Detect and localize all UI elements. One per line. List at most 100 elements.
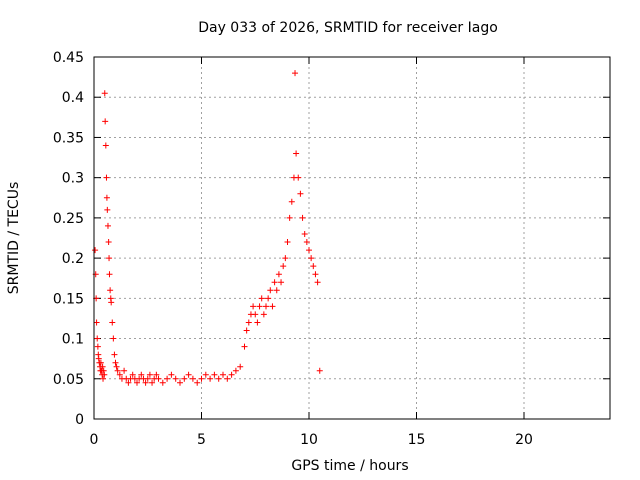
data-point xyxy=(260,311,267,318)
y-tick-label: 0.25 xyxy=(53,211,84,227)
data-point xyxy=(194,379,201,386)
data-point xyxy=(207,375,214,382)
data-point xyxy=(111,351,118,358)
data-point xyxy=(100,375,107,382)
data-point xyxy=(102,118,109,125)
y-tick-label: 0.35 xyxy=(53,130,84,146)
data-point xyxy=(110,335,117,342)
data-point xyxy=(164,375,171,382)
y-tick-label: 0.2 xyxy=(62,251,84,267)
data-point xyxy=(282,255,289,262)
data-point xyxy=(142,379,149,386)
data-point xyxy=(303,239,310,246)
data-point xyxy=(245,319,252,326)
data-point xyxy=(228,371,235,378)
y-tick-label: 0.15 xyxy=(53,291,84,307)
data-point xyxy=(103,194,110,201)
data-point xyxy=(306,247,312,254)
data-point xyxy=(101,371,108,378)
data-point xyxy=(172,375,179,382)
data-point xyxy=(149,379,156,386)
data-point xyxy=(99,363,106,370)
data-point xyxy=(108,299,115,306)
data-point xyxy=(254,319,261,326)
data-point xyxy=(146,371,153,378)
data-point xyxy=(256,303,263,310)
data-point xyxy=(153,371,160,378)
data-point xyxy=(314,279,321,286)
data-point xyxy=(278,279,285,286)
data-point xyxy=(263,303,269,310)
data-point xyxy=(93,319,100,326)
data-point xyxy=(232,367,239,374)
y-tick-label: 0 xyxy=(75,412,84,428)
data-point xyxy=(106,255,113,262)
data-points xyxy=(92,70,323,386)
data-point xyxy=(94,343,101,350)
data-point xyxy=(308,255,315,262)
x-tick-label: 20 xyxy=(515,432,533,448)
data-point xyxy=(275,271,282,278)
data-point xyxy=(241,343,248,350)
data-point xyxy=(101,90,108,97)
data-point xyxy=(250,303,257,310)
data-point xyxy=(243,327,250,334)
chart-title: Day 033 of 2026, SRMTID for receiver Iag… xyxy=(198,20,498,36)
data-point xyxy=(185,371,192,378)
data-point xyxy=(100,367,107,374)
data-point xyxy=(286,214,293,221)
data-point xyxy=(202,371,209,378)
data-point xyxy=(265,295,272,302)
y-tick-label: 0.45 xyxy=(53,50,84,66)
data-point xyxy=(297,190,304,197)
data-point xyxy=(114,367,121,374)
data-point xyxy=(280,263,287,270)
data-point xyxy=(94,335,101,342)
data-point xyxy=(121,367,128,374)
data-point xyxy=(181,375,188,382)
y-axis-label: SRMTID / TECUs xyxy=(6,182,22,295)
data-point xyxy=(138,371,145,378)
data-point xyxy=(284,239,291,246)
data-point xyxy=(177,379,183,386)
data-point xyxy=(125,379,132,386)
data-point xyxy=(105,239,112,246)
data-point xyxy=(292,70,299,77)
y-tick-label: 0.3 xyxy=(62,171,84,187)
data-point xyxy=(92,247,99,254)
data-point xyxy=(116,371,123,378)
data-point xyxy=(295,174,302,181)
x-axis-label: GPS time / hours xyxy=(291,458,408,474)
data-point xyxy=(134,379,140,386)
grid xyxy=(94,57,610,419)
axis-ticks: 0 0.05 0.1 0.15 0.2 0.25 0.3 0.35 0.4 0.45 0 5 10 15 2… xyxy=(53,50,610,448)
data-point xyxy=(310,263,317,270)
data-point xyxy=(215,375,222,382)
data-point xyxy=(155,375,162,382)
data-point xyxy=(106,271,113,278)
data-point xyxy=(316,367,323,374)
data-point xyxy=(299,214,306,221)
data-point xyxy=(104,206,111,213)
data-point xyxy=(144,375,151,382)
data-point xyxy=(103,174,110,181)
data-point xyxy=(189,375,196,382)
data-point xyxy=(312,271,319,278)
y-tick-label: 0.1 xyxy=(62,332,84,348)
data-point xyxy=(252,311,259,318)
data-point xyxy=(129,371,136,378)
data-point xyxy=(102,142,109,149)
plot-frame xyxy=(93,56,611,420)
data-point xyxy=(273,287,280,294)
data-point xyxy=(168,371,175,378)
x-tick-label: 15 xyxy=(408,432,426,448)
x-tick-label: 5 xyxy=(197,432,206,448)
data-point xyxy=(109,319,116,326)
x-tick-label: 10 xyxy=(300,432,318,448)
data-point xyxy=(293,150,300,157)
data-point xyxy=(198,375,205,382)
data-point xyxy=(159,379,166,386)
data-point xyxy=(301,230,308,237)
data-point xyxy=(211,371,218,378)
